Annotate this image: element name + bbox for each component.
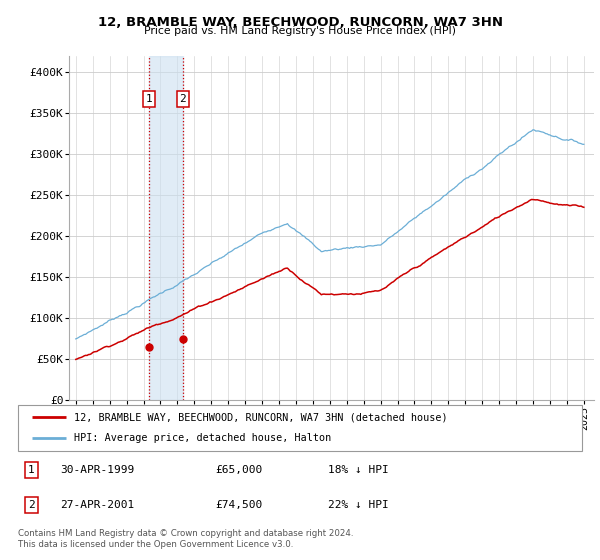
Text: £74,500: £74,500	[215, 500, 263, 510]
Bar	[149, 56, 183, 400]
Text: 12, BRAMBLE WAY, BEECHWOOD, RUNCORN, WA7 3HN: 12, BRAMBLE WAY, BEECHWOOD, RUNCORN, WA7…	[97, 16, 503, 29]
Text: 2: 2	[28, 500, 35, 510]
Text: 30-APR-1999: 30-APR-1999	[60, 465, 134, 475]
Text: Price paid vs. HM Land Registry's House Price Index (HPI): Price paid vs. HM Land Registry's House …	[144, 26, 456, 36]
Text: 2: 2	[179, 94, 187, 104]
Text: 18% ↓ HPI: 18% ↓ HPI	[328, 465, 389, 475]
Text: HPI: Average price, detached house, Halton: HPI: Average price, detached house, Halt…	[74, 433, 332, 444]
FancyBboxPatch shape	[18, 405, 582, 451]
Text: Contains HM Land Registry data © Crown copyright and database right 2024.
This d: Contains HM Land Registry data © Crown c…	[18, 529, 353, 549]
Text: 12, BRAMBLE WAY, BEECHWOOD, RUNCORN, WA7 3HN (detached house): 12, BRAMBLE WAY, BEECHWOOD, RUNCORN, WA7…	[74, 412, 448, 422]
Text: 1: 1	[28, 465, 35, 475]
Text: 1: 1	[146, 94, 152, 104]
Text: 22% ↓ HPI: 22% ↓ HPI	[328, 500, 389, 510]
Text: £65,000: £65,000	[215, 465, 263, 475]
Text: 27-APR-2001: 27-APR-2001	[60, 500, 134, 510]
